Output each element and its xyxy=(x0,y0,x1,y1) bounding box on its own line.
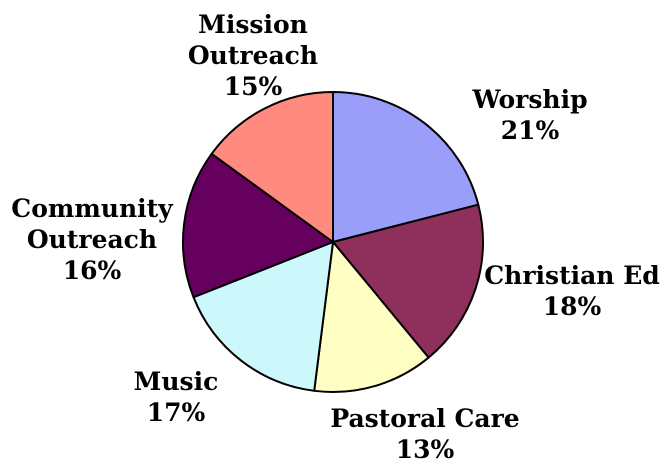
slice-value-text: 17% xyxy=(147,398,206,427)
pie-slice-community-outreach xyxy=(182,152,334,299)
slice-value-text: 21% xyxy=(501,116,560,145)
slice-label-community-outreach: Community Outreach 16% xyxy=(11,194,174,285)
slice-name-text: Mission xyxy=(198,10,308,39)
slice-value-text: 15% xyxy=(224,72,283,101)
slice-value-text: 18% xyxy=(543,292,602,321)
slice-label-mission-outreach: Mission Outreach 15% xyxy=(188,10,318,101)
slice-name-text: Community xyxy=(11,194,174,223)
pie-slices xyxy=(182,91,484,394)
slice-name-text: Music xyxy=(134,367,219,396)
pie-slice-christian-ed xyxy=(332,203,484,359)
pie-slice-worship xyxy=(332,91,480,243)
slice-label-worship: Worship 21% xyxy=(471,85,587,145)
pie-slice-music xyxy=(192,241,334,392)
slice-name-text: Worship xyxy=(471,85,587,114)
slice-name-text: Outreach xyxy=(188,41,318,70)
slice-labels: Worship 21% Christian Ed 18% Pastoral Care 13… xyxy=(11,10,659,464)
slice-name-text: Outreach xyxy=(27,225,157,254)
pie-slice-pastoral-care xyxy=(313,241,430,394)
slice-label-music: Music 17% xyxy=(134,367,219,427)
pie-slice-mission-outreach xyxy=(210,91,334,243)
slice-name-text: Pastoral Care xyxy=(330,404,519,433)
slice-label-pastoral-care: Pastoral Care 13% xyxy=(330,404,519,464)
slice-value-text: 13% xyxy=(396,435,455,464)
slice-name-text: Christian Ed xyxy=(484,261,659,290)
slice-label-christian-ed: Christian Ed 18% xyxy=(484,261,659,321)
slice-value-text: 16% xyxy=(63,256,122,285)
